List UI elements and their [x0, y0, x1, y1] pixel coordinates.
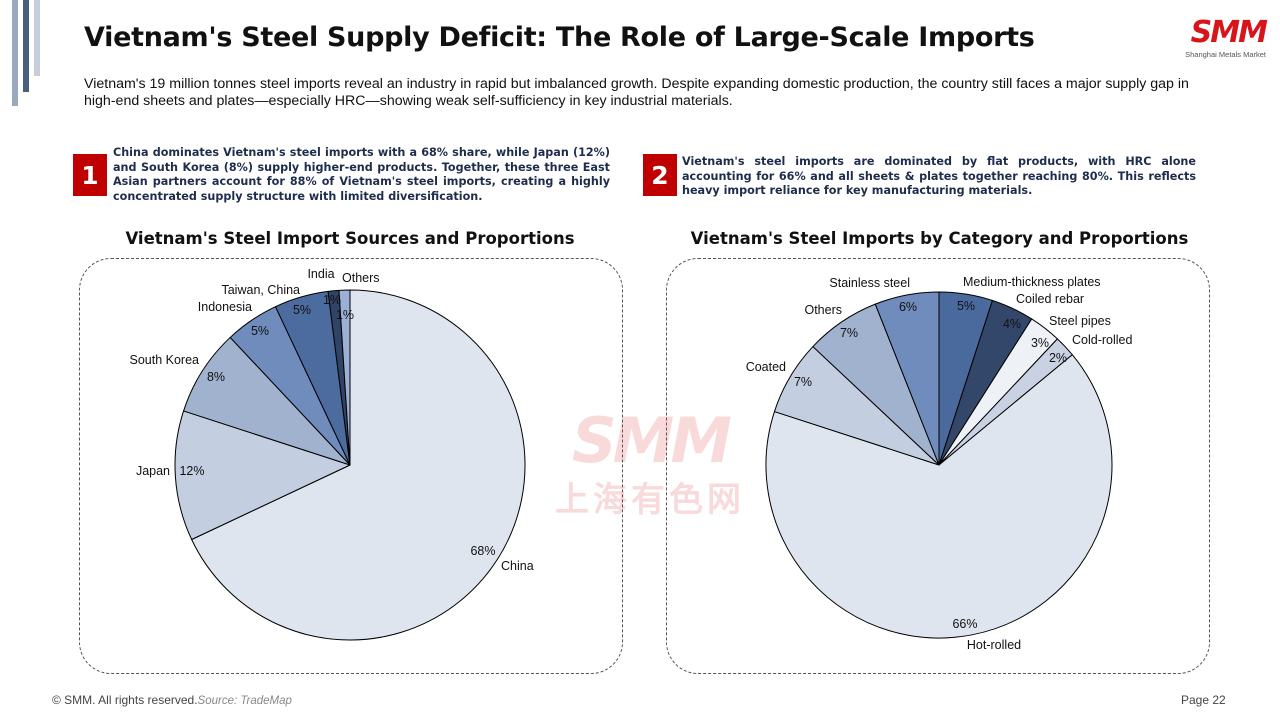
decor-bar-1	[12, 0, 18, 106]
pie1-category-label-china: China	[501, 559, 534, 573]
pie1-value-label-india: 1%	[323, 293, 341, 307]
pie1-slice-others	[338, 289, 351, 466]
copyright-text: © SMM. All rights reserved.	[52, 693, 198, 707]
logo-subtitle: Shanghai Metals Market	[1185, 50, 1266, 59]
pie1-slice-china	[191, 289, 526, 641]
pie2-category-label-cold-rolled: Cold-rolled	[1072, 333, 1132, 347]
pie2-category-label-others: Others	[804, 303, 842, 317]
pie1-category-label-others: Others	[342, 271, 380, 285]
pie1-category-label-south-korea: South Korea	[130, 353, 200, 367]
pie1-value-label-taiwan-china: 5%	[293, 303, 311, 317]
pie1-slice-japan	[174, 410, 351, 541]
pie1-category-label-japan: Japan	[136, 464, 170, 478]
chart-1-title: Vietnam's Steel Import Sources and Propo…	[125, 229, 575, 248]
pie1-value-label-others: 1%	[336, 308, 354, 322]
pie2-value-label-others: 7%	[840, 326, 858, 340]
source-text: Source: TradeMap	[197, 695, 292, 707]
pie2-category-label-medium-thickness-plates: Medium-thickness plates	[963, 275, 1101, 289]
pie2-value-label-hot-rolled: 66%	[952, 617, 977, 631]
pie1-value-label-south-korea: 8%	[207, 370, 225, 384]
logo-text: SMM	[1190, 15, 1268, 50]
decor-bar-3	[34, 0, 40, 76]
decor-bar-2	[23, 0, 29, 92]
pie1-value-label-indonesia: 5%	[251, 324, 269, 338]
pie2-value-label-cold-rolled: 2%	[1049, 351, 1067, 365]
insight-2-badge: 2	[643, 154, 677, 196]
pie2-category-label-steel-pipes: Steel pipes	[1049, 314, 1111, 328]
pie2-category-label-coiled-rebar: Coiled rebar	[1016, 292, 1084, 306]
page-subtitle: Vietnam's 19 million tonnes steel import…	[84, 76, 1189, 109]
pie2-slice-hot-rolled	[765, 354, 1113, 639]
chart-2-title: Vietnam's Steel Imports by Category and …	[690, 229, 1189, 248]
page-number: Page 22	[1181, 693, 1226, 707]
page-title: Vietnam's Steel Supply Deficit: The Role…	[84, 22, 1035, 53]
pie1-category-label-taiwan-china: Taiwan, China	[221, 283, 300, 297]
pie1-value-label-china: 68%	[470, 544, 495, 558]
footer-copyright: © SMM. All rights reserved.Source: Trade…	[52, 693, 292, 707]
pie1-value-label-japan: 12%	[179, 464, 204, 478]
pie1-category-label-indonesia: Indonesia	[198, 300, 252, 314]
pie2-slice-stainless-steel	[874, 291, 940, 466]
pie2-value-label-coiled-rebar: 4%	[1003, 317, 1021, 331]
smm-logo: SMM Shanghai Metals Market	[1170, 15, 1268, 64]
insight-2-text: Vietnam's steel imports are dominated by…	[682, 155, 1196, 197]
pie2-value-label-stainless-steel: 6%	[899, 300, 917, 314]
pie2-value-label-steel-pipes: 3%	[1031, 336, 1049, 350]
pie2-category-label-hot-rolled: Hot-rolled	[967, 638, 1021, 652]
pie2-value-label-medium-thickness-plates: 5%	[957, 299, 975, 313]
pie2-category-label-coated: Coated	[746, 360, 786, 374]
pie2-value-label-coated: 7%	[794, 375, 812, 389]
insight-1-badge: 1	[73, 154, 107, 196]
insight-1-text: China dominates Vietnam's steel imports …	[113, 146, 610, 203]
pie2-category-label-stainless-steel: Stainless steel	[829, 276, 910, 290]
pie1-category-label-india: India	[307, 267, 334, 281]
